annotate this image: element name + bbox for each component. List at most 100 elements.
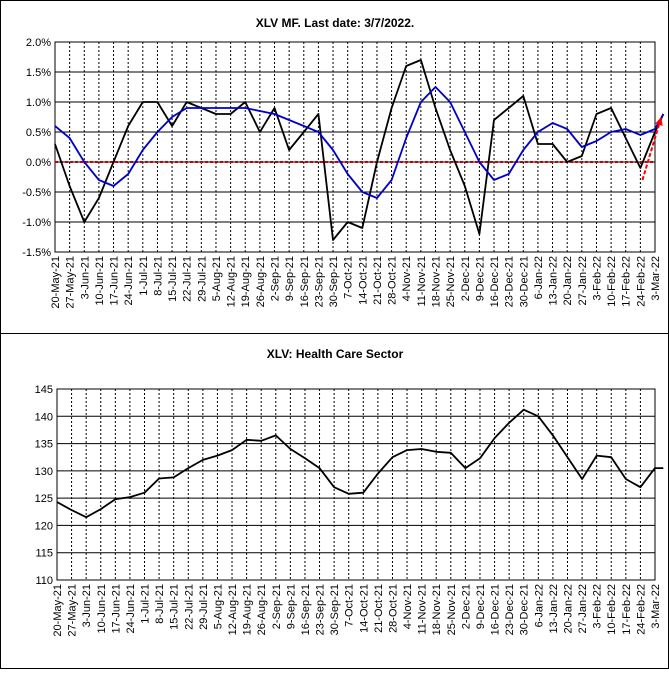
bottom-xtick-label: 10-Feb-22 — [606, 584, 618, 635]
bottom-xtick-label: 25-Nov-21 — [446, 584, 458, 635]
bottom-chart-title: XLV: Health Care Sector — [267, 347, 404, 361]
top-xtick-label: 3-Mar-22 — [650, 256, 662, 301]
top-xtick-label: 10-Feb-22 — [606, 256, 618, 307]
top-xtick-label: 8-Jul-21 — [152, 256, 164, 296]
bottom-xtick-label: 27-Jan-22 — [577, 584, 589, 634]
bottom-xtick-label: 26-Aug-21 — [256, 584, 268, 635]
top-xtick-label: 20-May-21 — [50, 256, 62, 309]
bottom-ytick-label: 115 — [35, 548, 53, 560]
bottom-xtick-label: 10-Jun-21 — [96, 584, 108, 634]
top-xtick-label: 23-Sep-21 — [313, 256, 325, 307]
bottom-xtick-label: 5-Aug-21 — [212, 584, 224, 629]
bottom-xtick-label: 23-Sep-21 — [315, 584, 327, 635]
bottom-xtick-label: 19-Aug-21 — [242, 584, 254, 635]
top-xtick-label: 22-Jul-21 — [182, 256, 194, 302]
bottom-xtick-label: 3-Jun-21 — [81, 584, 93, 627]
top-xtick-label: 4-Nov-21 — [401, 256, 413, 301]
bottom-xtick-label: 7-Oct-21 — [344, 584, 356, 627]
bottom-ytick-label: 130 — [35, 466, 53, 478]
top-ytick-label: 0.0% — [26, 157, 51, 169]
top-xtick-label: 5-Aug-21 — [211, 256, 223, 301]
bottom-xtick-label: 29-Jul-21 — [198, 584, 210, 630]
bottom-ytick-label: 135 — [35, 439, 53, 451]
bottom-series-line-0 — [56, 408, 664, 519]
bottom-ytick-label: 110 — [35, 575, 53, 587]
bottom-xtick-label: 3-Mar-22 — [650, 584, 662, 629]
top-xtick-label: 19-Aug-21 — [240, 256, 252, 307]
bottom-xtick-label: 30-Dec-21 — [519, 584, 531, 635]
top-ytick-label: -1.0% — [22, 217, 51, 229]
bottom-xtick-label: 24-Feb-22 — [635, 584, 647, 635]
top-xtick-label: 21-Oct-21 — [372, 256, 384, 305]
top-xtick-label: 9-Sep-21 — [284, 256, 296, 301]
top-xtick-label: 24-Feb-22 — [635, 256, 647, 307]
top-xtick-label: 12-Aug-21 — [226, 256, 238, 307]
top-xtick-label: 30-Sep-21 — [328, 256, 340, 307]
bottom-xtick-label: 20-May-21 — [52, 584, 64, 637]
top-xtick-label: 17-Feb-22 — [621, 256, 633, 307]
bottom-xtick-label: 11-Nov-21 — [417, 584, 429, 635]
bottom-ytick-label: 140 — [35, 411, 53, 423]
top-plot: 2.0% 1.5% 1.0% 0.5% 0.0% -0.5% -1.0% -1.5%20-Ma… — [22, 37, 665, 309]
bottom-xtick-label: 4-Nov-21 — [402, 584, 414, 629]
trend-arrow-head — [655, 117, 663, 126]
top-xtick-label: 6-Jan-22 — [533, 256, 545, 299]
bottom-xtick-label: 6-Jan-22 — [533, 584, 545, 627]
bottom-xtick-label: 24-Jun-21 — [125, 584, 137, 634]
top-xtick-label: 16-Dec-21 — [489, 256, 501, 307]
top-xtick-label: 30-Dec-21 — [518, 256, 530, 307]
bottom-xtick-label: 21-Oct-21 — [373, 584, 385, 633]
top-xtick-label: 26-Aug-21 — [255, 256, 267, 307]
top-xtick-label: 27-May-21 — [65, 256, 77, 309]
bottom-xtick-label: 18-Nov-21 — [431, 584, 443, 635]
bottom-xtick-label: 9-Sep-21 — [285, 584, 297, 629]
top-xtick-label: 14-Oct-21 — [357, 256, 369, 305]
top-xtick-label: 25-Nov-21 — [445, 256, 457, 307]
top-xtick-label: 10-Jun-21 — [94, 256, 106, 306]
bottom-xtick-label: 15-Jul-21 — [169, 584, 181, 630]
top-xtick-label: 2-Sep-21 — [270, 256, 282, 301]
top-series-line-1 — [54, 86, 665, 199]
top-ytick-label: 2.0% — [26, 37, 51, 49]
top-ytick-label: 1.5% — [26, 67, 51, 79]
top-xtick-label: 9-Dec-21 — [474, 256, 486, 301]
bottom-ytick-label: 145 — [35, 384, 53, 396]
top-xtick-label: 29-Jul-21 — [196, 256, 208, 302]
top-xtick-label: 7-Oct-21 — [343, 256, 355, 299]
bottom-xtick-label: 1-Jul-21 — [140, 584, 152, 624]
bottom-xtick-label: 17-Feb-22 — [621, 584, 633, 635]
bottom-xtick-label: 14-Oct-21 — [358, 584, 370, 633]
top-ytick-label: 0.5% — [26, 127, 51, 139]
bottom-xtick-label: 12-Aug-21 — [227, 584, 239, 635]
bottom-xtick-label: 8-Jul-21 — [154, 584, 166, 624]
top-xtick-label: 2-Dec-21 — [460, 256, 472, 301]
bottom-xtick-label: 16-Dec-21 — [490, 584, 502, 635]
top-xtick-label: 3-Feb-22 — [591, 256, 603, 301]
top-xtick-label: 23-Dec-21 — [504, 256, 516, 307]
top-xtick-label: 15-Jul-21 — [167, 256, 179, 302]
top-xtick-label: 17-Jun-21 — [109, 256, 121, 306]
bottom-xtick-label: 2-Dec-21 — [460, 584, 472, 629]
bottom-xtick-label: 23-Dec-21 — [504, 584, 516, 635]
top-xtick-label: 24-Jun-21 — [123, 256, 135, 306]
bottom-xtick-label: 20-Jan-22 — [562, 584, 574, 634]
top-xtick-label: 27-Jan-22 — [577, 256, 589, 306]
top-xtick-label: 3-Jun-21 — [79, 256, 91, 299]
bottom-plot-border — [56, 388, 656, 581]
top-ytick-label: 1.0% — [26, 97, 51, 109]
bottom-xtick-label: 16-Sep-21 — [300, 584, 312, 635]
top-xtick-label: 1-Jul-21 — [138, 256, 150, 296]
top-xtick-label: 20-Jan-22 — [562, 256, 574, 306]
bottom-xtick-label: 17-Jun-21 — [110, 584, 122, 634]
bottom-xtick-label: 9-Dec-21 — [475, 584, 487, 629]
bottom-ytick-label: 125 — [35, 493, 53, 505]
top-ytick-label: -0.5% — [22, 187, 51, 199]
bottom-xtick-label: 3-Feb-22 — [592, 584, 604, 629]
top-xtick-label: 28-Oct-21 — [387, 256, 399, 305]
top-xtick-label: 13-Jan-22 — [548, 256, 560, 306]
top-ytick-label: -1.5% — [22, 247, 51, 259]
